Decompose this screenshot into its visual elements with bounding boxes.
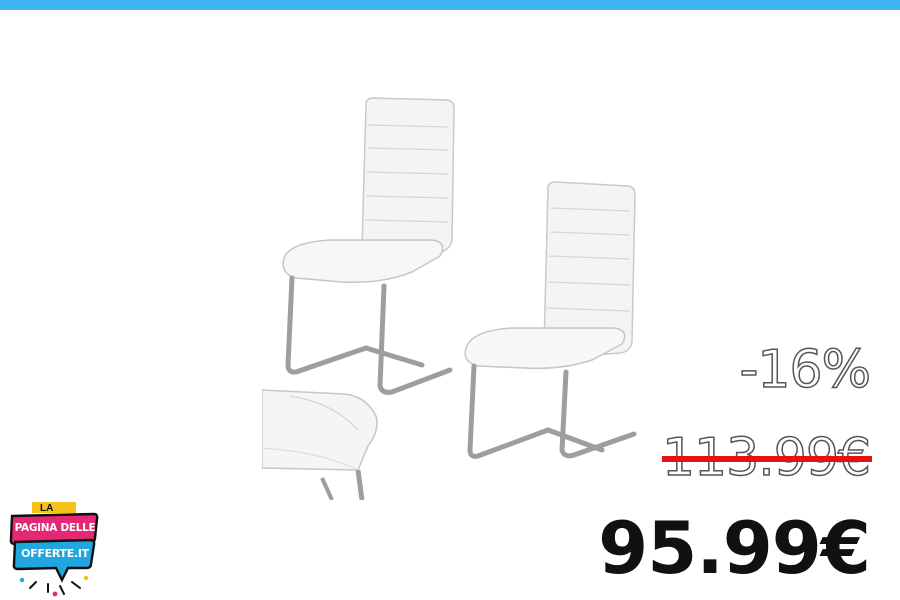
product-image — [262, 97, 637, 500]
new-price: 95.99€ — [598, 506, 871, 590]
top-accent-bar — [0, 0, 900, 10]
pagina-delle-offerte-logo-icon — [9, 502, 99, 597]
chair-right — [464, 181, 637, 459]
old-price: 113.99€ — [661, 427, 872, 489]
chair-seat-detail — [262, 389, 378, 500]
chair-back-left — [282, 97, 455, 395]
logo-text-line-2: OFFERTE.IT — [21, 547, 89, 560]
logo-text-line-1: PAGINA DELLE — [14, 522, 96, 534]
discount-percentage: -16% — [739, 339, 872, 401]
logo-text-la: LA — [40, 503, 54, 514]
strikethrough-line — [661, 456, 872, 462]
